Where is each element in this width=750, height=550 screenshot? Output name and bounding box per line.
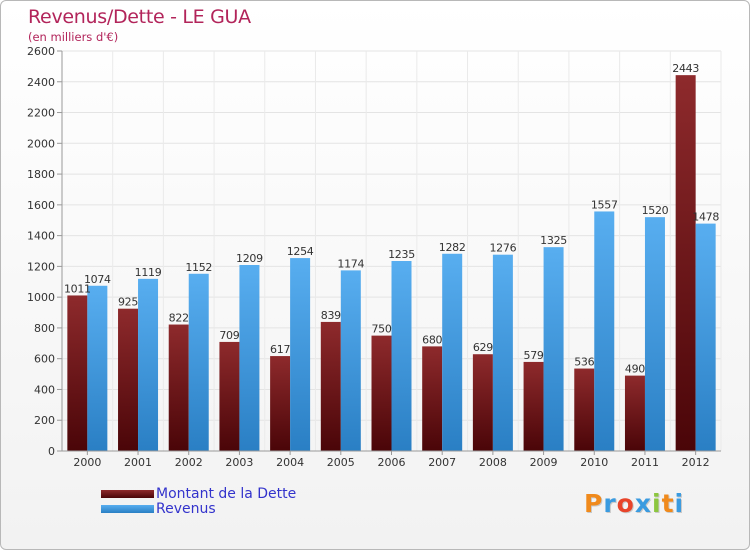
bar-revenue [695,223,716,451]
bar-debt [320,321,341,451]
bar-debt [270,356,291,451]
proxiti-logo: Proxiti [584,489,684,518]
bar-revenue [87,285,108,451]
y-tick-label: 2000 [27,137,55,150]
bar-debt [472,354,493,451]
legend-swatch-revenue [101,505,154,513]
value-label-debt: 822 [169,312,189,325]
value-label-revenue: 1520 [642,204,669,217]
value-label-debt: 839 [321,309,341,322]
x-tick-label: 2008 [479,456,507,469]
bar-debt [422,346,443,451]
chart-subtitle: (en milliers d'€) [28,30,119,44]
x-tick-label: 2003 [225,456,253,469]
bars [67,75,716,452]
value-label-debt: 617 [270,343,290,356]
bar-debt [118,308,139,451]
legend-swatch-debt [101,490,154,498]
y-tick-label: 2600 [27,45,55,58]
value-label-revenue: 1325 [540,234,567,247]
value-label-debt: 490 [625,363,645,376]
value-label-debt: 750 [371,323,391,336]
bar-revenue [442,253,463,451]
value-label-revenue: 1074 [84,273,111,286]
y-tick-label: 200 [34,414,55,427]
logo-letter: x [634,489,652,518]
x-tick-label: 2011 [631,456,659,469]
value-label-debt: 629 [473,341,493,354]
bar-debt [371,335,392,451]
bar-revenue [188,273,209,451]
y-tick-label: 600 [34,353,55,366]
x-tick-label: 2000 [73,456,101,469]
y-tick-label: 2200 [27,107,55,120]
value-label-debt: 925 [118,296,138,309]
y-tick-label: 1600 [27,199,55,212]
bar-revenue [239,265,260,451]
x-tick-label: 2012 [682,456,710,469]
value-label-revenue: 1282 [439,241,466,254]
logo-letter: P [584,489,604,518]
y-tick-label: 1800 [27,168,55,181]
value-label-revenue: 1478 [692,211,719,224]
value-label-debt: 709 [219,329,239,342]
y-tick-label: 400 [34,383,55,396]
x-tick-label: 2006 [378,456,406,469]
bar-revenue [138,278,159,451]
bar-debt [168,324,189,451]
bar-revenue [492,254,513,451]
y-tick-label: 1400 [27,230,55,243]
value-label-debt: 680 [422,333,442,346]
y-tick-label: 0 [48,445,55,458]
bar-revenue [340,270,361,451]
bar-revenue [644,217,665,451]
logo-letter: o [616,489,635,518]
x-tick-label: 2007 [428,456,456,469]
bar-debt [523,361,544,451]
logo-letter: i [652,489,662,518]
bar-revenue [594,211,615,451]
axes: 0 200 400 600 800 1000 1200 1400 1600 1800 2000 220… [27,45,721,469]
logo-letter: i [674,489,685,518]
y-tick-label: 1000 [27,291,55,304]
value-label-debt: 1011 [64,282,91,295]
value-label-debt: 2443 [672,62,699,75]
value-label-revenue: 1174 [337,257,364,270]
value-label-revenue: 1276 [489,242,516,255]
legend-label-debt: Montant de la Dette [156,486,297,502]
y-tick-label: 1200 [27,260,55,273]
x-tick-label: 2009 [530,456,558,469]
x-tick-label: 2002 [175,456,203,469]
logo-letter: t [661,489,675,518]
value-label-revenue: 1254 [287,245,314,258]
chart-title: Revenus/Dette - LE GUA [28,6,251,28]
x-tick-label: 2010 [580,456,608,469]
bar-debt [675,75,696,452]
y-tick-label: 800 [34,322,55,335]
legend-label-revenue: Revenus [156,501,216,517]
logo-letter: r [603,489,617,518]
x-tick-label: 2005 [327,456,355,469]
value-label-revenue: 1209 [236,252,263,265]
bar-revenue [290,258,311,451]
bar-revenue [543,247,564,451]
bar-debt [574,368,595,451]
bar-revenue [391,261,412,451]
bar-debt [67,295,88,451]
value-label-revenue: 1119 [135,266,162,279]
value-label-revenue: 1152 [185,261,212,274]
value-label-revenue: 1557 [591,198,618,211]
x-tick-label: 2001 [124,456,152,469]
value-label-revenue: 1235 [388,248,415,261]
y-tick-label: 2400 [27,76,55,89]
x-tick-label: 2004 [276,456,304,469]
bar-debt [219,341,240,451]
value-label-debt: 536 [574,356,594,369]
bar-debt [624,375,645,451]
value-label-debt: 579 [524,349,544,362]
